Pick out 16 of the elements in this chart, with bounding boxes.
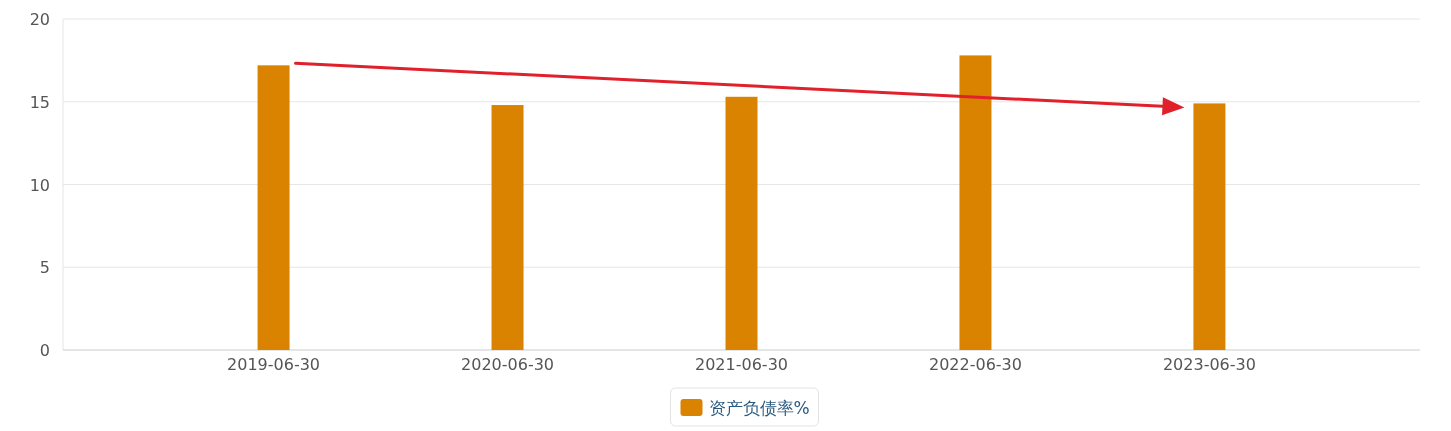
bar — [725, 96, 758, 350]
y-tick-label: 0 — [39, 341, 50, 360]
y-tick-label: 10 — [29, 175, 50, 195]
x-tick-label: 2020-06-30 — [461, 355, 555, 374]
x-tick-label: 2021-06-30 — [695, 355, 788, 374]
y-tick-label: 20 — [29, 10, 50, 29]
bar — [959, 55, 992, 350]
y-tick-label: 15 — [29, 92, 50, 112]
bar — [1193, 103, 1226, 350]
x-tick-label: 2019-06-30 — [227, 355, 321, 374]
legend-label: 资产负债率% — [708, 398, 810, 418]
bar — [491, 105, 524, 350]
bar — [257, 65, 290, 350]
x-tick-label: 2023-06-30 — [1162, 355, 1256, 374]
y-tick-label: 5 — [39, 258, 50, 278]
x-tick-label: 2022-06-30 — [928, 355, 1022, 374]
